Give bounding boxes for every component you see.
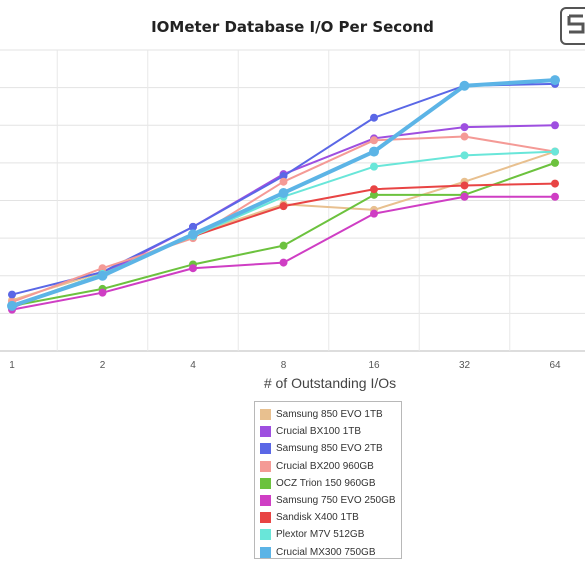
x-tick-label: 4 [190,360,196,371]
data-point-crucial-mx300-750gb [188,229,198,240]
data-point-crucial-mx300-750gb [550,75,560,86]
legend-item: Crucial BX200 960GB [260,458,401,475]
legend-swatch [260,512,271,524]
legend-swatch [260,477,271,489]
data-point-samsung-750-evo-250gb [189,264,197,273]
data-point-crucial-mx300-750gb [459,80,470,91]
legend-label: Plextor M7V 512GB [276,529,365,541]
series-line-samsung-750-evo-250gb [11,195,555,311]
data-point-samsung-750-evo-250gb [370,209,378,218]
data-point-crucial-bx200-960gb [279,177,288,186]
x-tick-label: 8 [281,360,287,371]
legend-item: OCZ Trion 150 960GB [260,475,401,492]
data-point-samsung-850-evo-2tb [8,290,16,299]
data-point-plextor-m7v-512gb [370,162,378,171]
legend-label: Samsung 850 EVO 2TB [276,443,383,455]
legend-swatch [260,529,271,541]
legend-item: Samsung 750 EVO 250GB [260,492,401,509]
data-point-samsung-750-evo-250gb [98,288,107,297]
x-tick-label: 32 [459,360,471,371]
legend-label: Crucial BX100 1TB [276,426,362,438]
data-point-sandisk-x400-1tb [460,181,469,190]
x-axis-label: # of Outstanding I/Os [263,375,397,391]
chart-title: IOMeter Database I/O Per Second [151,18,434,36]
data-point-samsung-750-evo-250gb [551,192,559,201]
site-logo [560,7,585,45]
legend-item: Sandisk X400 1TB [260,509,401,526]
data-point-samsung-750-evo-250gb [279,258,288,267]
data-point-crucial-bx100-1tb [551,121,559,130]
legend-label: Crucial BX200 960GB [276,460,374,472]
data-point-crucial-bx200-960gb [370,136,378,145]
data-point-crucial-bx200-960gb [460,132,469,141]
legend-swatch [260,409,271,421]
data-point-ocz-trion-150-960gb [370,190,378,199]
data-point-sandisk-x400-1tb [279,202,288,211]
data-point-samsung-850-evo-2tb [370,113,378,122]
chart-legend: Samsung 850 EVO 1TB Crucial BX100 1TB Sams… [254,401,402,559]
legend-swatch [260,426,271,438]
x-tick-label: 2 [100,360,106,371]
x-tick-label: 16 [368,360,380,371]
data-point-crucial-bx100-1tb [460,123,469,132]
legend-label: Samsung 750 EVO 250GB [276,495,396,507]
data-point-plextor-m7v-512gb [460,151,469,160]
legend-item: Crucial BX100 1TB [260,423,401,440]
legend-label: Crucial MX300 750GB [276,546,376,558]
legend-label: OCZ Trion 150 960GB [276,477,376,489]
data-point-crucial-bx200-960gb [98,264,107,273]
data-point-sandisk-x400-1tb [370,185,378,194]
data-point-crucial-mx300-750gb [369,146,379,157]
data-point-ocz-trion-150-960gb [279,241,288,250]
legend-item: Samsung 850 EVO 2TB [260,440,401,457]
data-point-crucial-mx300-750gb [278,187,289,198]
data-point-samsung-850-evo-2tb [189,222,197,231]
legend-item: Crucial MX300 750GB [260,544,401,561]
data-point-plextor-m7v-512gb [551,147,559,156]
data-point-crucial-mx300-750gb [97,270,108,281]
data-point-crucial-mx300-750gb [7,300,17,311]
legend-item: Samsung 850 EVO 1TB [260,406,401,423]
legend-label: Samsung 850 EVO 1TB [276,409,383,421]
line-chart: 1 2 4 8 16 32 64 [0,49,585,371]
legend-swatch [260,443,271,455]
legend-label: Sandisk X400 1TB [276,512,359,524]
legend-swatch [260,546,271,558]
legend-swatch [260,460,271,472]
legend-item: Plextor M7V 512GB [260,526,401,543]
data-point-samsung-750-evo-250gb [460,192,469,201]
x-tick-label: 64 [549,360,561,371]
data-point-sandisk-x400-1tb [551,179,559,188]
x-tick-label: 1 [9,360,15,371]
data-point-samsung-850-evo-2tb [279,172,288,181]
legend-swatch [260,495,271,507]
data-point-ocz-trion-150-960gb [551,158,559,167]
